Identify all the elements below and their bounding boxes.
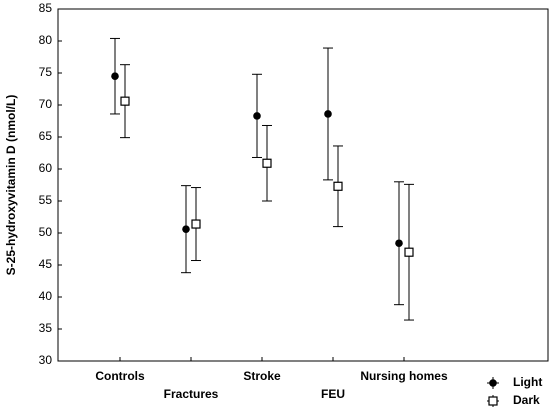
y-tick-label: 40	[39, 289, 53, 303]
legend-marker	[489, 379, 497, 387]
legend-marker	[488, 396, 498, 406]
point	[120, 96, 130, 106]
y-tick-label: 85	[39, 1, 53, 15]
x-tick-label: Fractures	[164, 387, 219, 401]
y-tick-label: 60	[39, 161, 53, 175]
y-tick-label: 50	[39, 225, 53, 239]
x-tick-label: Stroke	[243, 369, 281, 383]
point	[395, 239, 403, 248]
y-tick-label: 45	[39, 257, 53, 271]
y-tick-label: 75	[39, 65, 53, 79]
point	[191, 219, 201, 229]
x-tick-label: Nursing homes	[360, 369, 448, 383]
y-tick-label: 30	[39, 353, 53, 367]
plot-frame	[57, 8, 549, 362]
y-tick-label: 65	[39, 129, 53, 143]
y-tick-label: 80	[39, 33, 53, 47]
y-axis-label: S-25-hydroxyvitamin D (nmol/L)	[4, 95, 18, 276]
point	[324, 110, 332, 118]
point	[333, 181, 343, 191]
point	[182, 225, 190, 233]
y-tick-label: 55	[39, 193, 53, 207]
point	[253, 112, 261, 120]
legend-label: Dark	[513, 393, 540, 407]
point	[404, 247, 414, 257]
x-tick-label: Controls	[95, 369, 145, 383]
x-tick-label: FEU	[321, 387, 345, 401]
point	[111, 72, 119, 80]
point	[262, 158, 272, 168]
legend-label: Light	[513, 375, 542, 389]
y-tick-label: 35	[39, 321, 53, 335]
y-tick-label: 70	[39, 97, 53, 111]
